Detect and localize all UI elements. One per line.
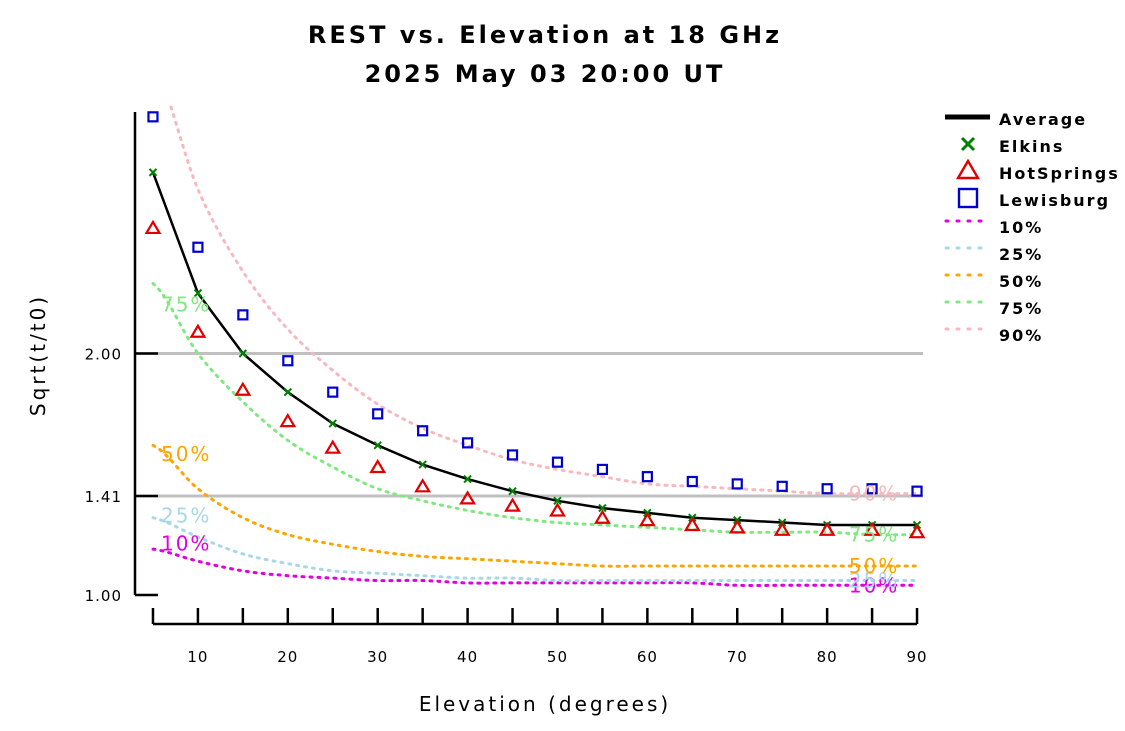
elkins-point bbox=[328, 419, 337, 428]
lewisburg-point bbox=[506, 449, 519, 461]
label-25-start: 25% bbox=[161, 503, 211, 527]
series-50-curve bbox=[151, 443, 919, 568]
hotsprings-point bbox=[414, 478, 432, 493]
x-tick-label: 10 bbox=[187, 648, 208, 666]
elkins-point bbox=[283, 387, 293, 397]
elkins-point bbox=[148, 168, 158, 177]
elkins-point bbox=[553, 496, 562, 506]
legend-label-average: Average bbox=[999, 110, 1087, 129]
hotsprings-point bbox=[369, 458, 387, 474]
hotsprings-point bbox=[818, 521, 836, 536]
label-75-end: 75% bbox=[849, 523, 899, 547]
elkins-point bbox=[373, 441, 382, 450]
lewisburg-point bbox=[237, 309, 249, 321]
y-tick-label: 1.41 bbox=[85, 488, 122, 506]
hotsprings-point bbox=[234, 381, 252, 396]
lewisburg-point bbox=[641, 471, 653, 483]
y-tick-label: 1.00 bbox=[85, 587, 122, 605]
legend-label-90: 90% bbox=[999, 326, 1043, 345]
lewisburg-point bbox=[461, 437, 474, 449]
x-tick-label: 60 bbox=[637, 648, 658, 666]
x-tick-label: 30 bbox=[367, 648, 388, 666]
legend-label-75: 75% bbox=[999, 299, 1043, 318]
elkins-point bbox=[598, 503, 607, 513]
lewisburg-point bbox=[192, 241, 204, 253]
x-tick-label: 90 bbox=[906, 648, 927, 666]
lewisburg-point bbox=[911, 485, 923, 497]
hotsprings-point bbox=[683, 516, 701, 532]
y-axis-label: Sqrt(t/t0) bbox=[26, 294, 50, 416]
chart-title: REST vs. Elevation at 18 GHz bbox=[308, 21, 782, 49]
elkins-point bbox=[238, 349, 248, 358]
label-50-end: 50% bbox=[849, 554, 899, 578]
hotsprings-point bbox=[459, 490, 477, 505]
hotsprings-point bbox=[324, 439, 342, 454]
elkins-point bbox=[193, 288, 203, 298]
lewisburg-point bbox=[596, 463, 609, 476]
lewisburg-point bbox=[731, 478, 743, 490]
legend-label-25: 25% bbox=[999, 245, 1043, 264]
lewisburg-point bbox=[147, 111, 159, 123]
label-10-end: 10% bbox=[849, 573, 899, 597]
label-75-start: 75% bbox=[161, 292, 211, 316]
x-tick-label: 80 bbox=[817, 648, 838, 666]
legend-label-10: 10% bbox=[999, 218, 1043, 237]
x-tick-label: 20 bbox=[277, 648, 298, 666]
legend-elkins-swatch bbox=[960, 136, 976, 152]
lewisburg-point bbox=[417, 425, 429, 437]
elkins-point bbox=[418, 460, 427, 469]
elkins-point bbox=[463, 474, 472, 484]
hotsprings-point bbox=[773, 521, 791, 536]
series-10-curve bbox=[151, 547, 919, 587]
lewisburg-point bbox=[821, 483, 833, 495]
series-25-curve bbox=[151, 516, 919, 583]
series-average-line bbox=[151, 171, 917, 527]
hotsprings-point bbox=[144, 219, 162, 235]
lewisburg-point bbox=[686, 475, 698, 488]
hotsprings-point bbox=[593, 509, 611, 524]
lewisburg-point bbox=[372, 408, 384, 420]
x-axis-label: Elevation (degrees) bbox=[419, 692, 671, 716]
legend-hotsprings-swatch bbox=[955, 158, 981, 180]
elkins-point bbox=[508, 486, 517, 496]
hotsprings-point bbox=[504, 497, 521, 512]
x-tick-label: 70 bbox=[727, 648, 748, 666]
legend-label-hotsprings: HotSprings bbox=[999, 164, 1120, 183]
legend: Average Elkins HotSprings Lewisburg 10% 25% 50… bbox=[944, 110, 1120, 345]
hotsprings-point bbox=[908, 524, 926, 539]
lewisburg-point bbox=[327, 386, 339, 398]
hotsprings-point bbox=[863, 521, 881, 536]
label-25-end: 25% bbox=[849, 569, 899, 593]
hotsprings-point bbox=[638, 511, 656, 527]
series-75-curve bbox=[151, 282, 919, 537]
lewisburg-point bbox=[866, 483, 878, 495]
label-90-end: 90% bbox=[849, 482, 899, 506]
legend-lewisburg-swatch bbox=[957, 187, 979, 209]
x-tick-label: 50 bbox=[547, 648, 568, 666]
legend-label-lewisburg: Lewisburg bbox=[999, 191, 1110, 210]
chart-subtitle: 2025 May 03 20:00 UT bbox=[365, 60, 726, 88]
label-10-start: 10% bbox=[161, 532, 211, 556]
legend-label-elkins: Elkins bbox=[999, 137, 1064, 156]
hotsprings-point bbox=[189, 323, 207, 338]
label-50-start: 50% bbox=[161, 442, 211, 466]
hotsprings-point bbox=[549, 502, 566, 517]
lewisburg-point bbox=[776, 480, 788, 492]
lewisburg-point bbox=[282, 355, 294, 367]
series-90-curve bbox=[169, 105, 919, 496]
y-tick-label: 2.00 bbox=[85, 346, 122, 364]
x-tick-label: 40 bbox=[457, 648, 478, 666]
hotsprings-point bbox=[279, 412, 297, 428]
legend-label-50: 50% bbox=[999, 272, 1043, 291]
lewisburg-point bbox=[551, 456, 564, 468]
hotsprings-point bbox=[728, 519, 746, 534]
